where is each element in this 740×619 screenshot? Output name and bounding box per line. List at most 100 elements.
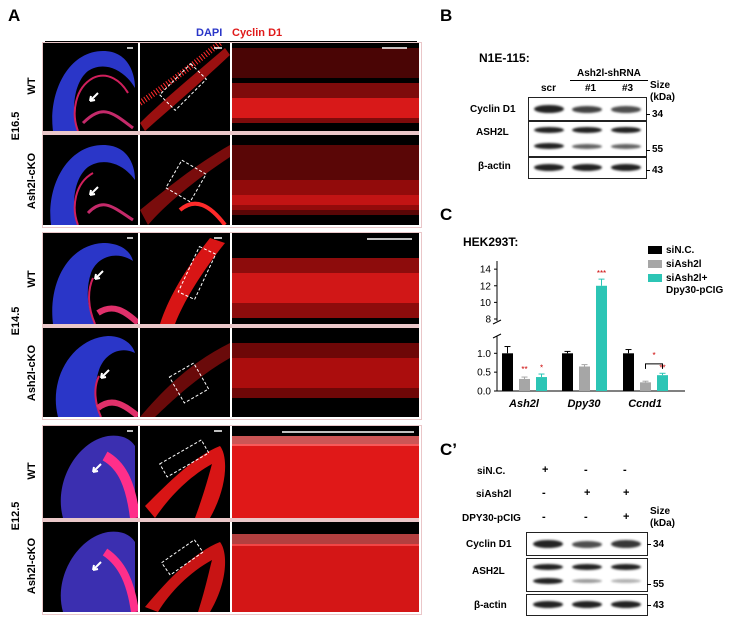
y-tick-label: 10 [480,298,492,309]
micrograph-e14-cko-cyclin-lowmag [140,328,230,417]
mark-sinc-1: + [542,464,549,476]
blot-b-cyclin [528,97,647,121]
condition-label-dpy30: DPY30-pCIG [462,513,521,524]
bar [519,378,530,391]
mark-siash2l-3: + [623,487,630,499]
stage-label-e16: E16.5 [10,111,22,141]
blot-c2-cyclin [526,532,648,556]
bar [579,366,590,391]
bar [657,375,668,391]
blot-b-ash2l [528,121,647,157]
panel-c-letter: C [440,205,453,224]
row-label-e14-cko: Ash2l-cKO [26,344,38,402]
significance-mark: * [652,351,655,360]
micrograph-e12-cko-dapi [43,522,138,612]
mark-siash2l-2: + [584,487,591,499]
x-category-label: Ash2l [508,398,540,410]
bar [536,377,547,391]
micrograph-e16-cko-cyclin-lowmag [140,135,230,225]
micrograph-e14-cko-dapi [43,328,138,417]
significance-bracket [645,363,663,369]
micrograph-e16-wt-cyclin-lowmag [140,43,230,131]
y-tick-label: 8 [485,315,491,326]
axis-break-mark-1 [492,319,502,325]
y-tick-label: 12 [480,281,492,292]
size-label-b: Size [650,80,671,91]
micrograph-e16-cko-cyclin-zoom [232,135,419,225]
size-label-c2: Size [650,506,671,517]
e14-row-separator [43,324,419,328]
blot-b-actin [528,157,647,179]
panel-b-cell-line: N1E-115: [479,51,530,65]
y-tick-label: 14 [480,265,492,276]
row-label-e16-wt: WT [26,77,38,95]
legend-label: siAsh2l [666,259,702,270]
micrograph-e16-wt-cyclin-zoom [232,43,419,131]
y-tick-label: 0.0 [477,387,491,398]
header-rule [45,41,417,42]
legend-label: Dpy30-pCIG [666,285,723,296]
mark-dpy30-1: - [542,511,546,523]
micrograph-e16-cko-dapi [43,135,138,225]
x-category-label: Dpy30 [567,398,601,410]
row-label-e16-cko: Ash2l-cKO [26,152,38,210]
mark-dpy30-2: - [584,511,588,523]
legend-swatch [648,260,662,268]
legend-swatch [648,246,662,254]
cyclin-d1-label: Cyclin D1 [232,27,283,39]
shrna-bracket [570,80,648,81]
micrograph-e12-wt-cyclin-zoom [232,426,419,518]
blot-c2-label-cyclin: Cyclin D1 [466,539,512,550]
panel-c2-letter: C’ [440,440,457,459]
panel-c-cell-line: HEK293T: [463,235,519,249]
significance-mark: *** [597,269,606,278]
legend-label: siN.C. [666,245,695,256]
micrograph-e14-cko-cyclin-zoom [232,328,419,417]
panel-a-letter: A [8,6,21,25]
blot-c2-label-actin: β-actin [474,600,507,611]
shrna-label: Ash2l-shRNA [577,68,641,79]
micrograph-e14-wt-cyclin-lowmag [140,233,230,324]
blot-c2-size-cyclin: 34 [653,539,665,550]
mark-dpy30-3: + [623,511,630,523]
significance-mark: ** [521,365,527,374]
panel-b-letter: B [440,6,453,25]
micrograph-e16-wt-dapi [43,43,138,131]
mark-sinc-2: - [584,464,588,476]
size-unit-c2: (kDa) [650,518,676,529]
row-label-e12-cko: Ash2l-cKO [26,537,38,595]
blot-b-label-actin: β-actin [478,161,511,172]
blot-b-size-actin: 43 [652,165,664,176]
legend-label: siAsh2l+ [666,273,708,284]
row-label-e14-wt: WT [26,270,38,288]
blot-c2-label-ash2l: ASH2L [472,566,505,577]
mark-siash2l-1: - [542,487,546,499]
axis-break-mark-2 [492,333,502,339]
e12-row-separator [43,518,419,522]
micrograph-e12-wt-dapi [43,426,138,518]
blot-c2-ash2l [526,558,648,592]
blot-b-size-ash2l: 55 [652,144,664,155]
e16-row-separator [43,131,419,135]
bar [502,353,513,391]
stage-label-e14: E14.5 [10,306,22,336]
dapi-label: DAPI [196,27,223,39]
lane-label-1: #1 [585,83,597,94]
y-tick-label: 0.5 [477,368,491,379]
bar [596,285,607,391]
lane-label-scr: scr [541,83,557,94]
lane-label-3: #3 [622,83,634,94]
micrograph-e12-cko-cyclin-lowmag [140,522,230,612]
x-category-label: Ccnd1 [628,398,662,410]
bar [640,382,651,391]
micrograph-e12-cko-cyclin-zoom [232,522,419,612]
mark-sinc-3: - [623,464,627,476]
blot-c2-size-ash2l: 55 [653,579,665,590]
micrograph-e14-wt-dapi [43,233,138,324]
e14-group-frame [42,232,422,420]
micrograph-e14-wt-cyclin-zoom [232,233,419,324]
blot-b-size-cyclin: 34 [652,109,664,120]
e16-group-frame [42,42,422,228]
blot-b-label-cyclin: Cyclin D1 [470,104,516,115]
blot-c2-actin [526,594,648,616]
